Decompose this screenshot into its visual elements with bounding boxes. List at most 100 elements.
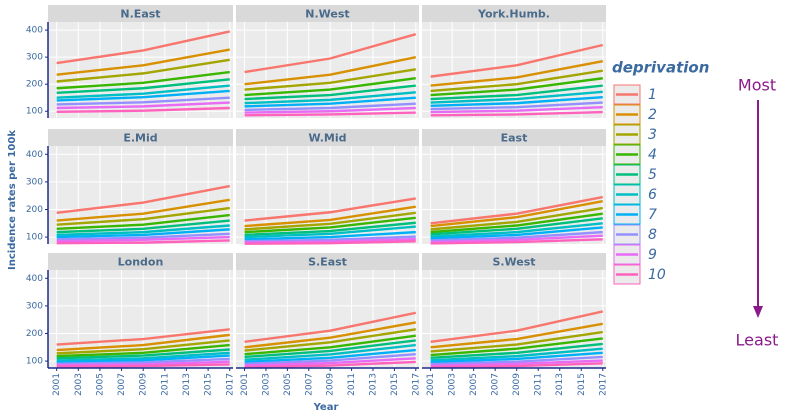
strip (422, 5, 606, 22)
line (244, 360, 416, 369)
panel-title: S.East (308, 256, 347, 269)
x-tick-label: 2013 (555, 373, 565, 396)
line (56, 219, 230, 234)
panel-title: London (118, 256, 164, 269)
line (430, 322, 603, 349)
x-tick-label: 2011 (534, 373, 544, 396)
line (56, 206, 230, 226)
line (430, 206, 603, 231)
legend-label: 4 (648, 147, 657, 163)
y-tick-label: 400 (26, 274, 43, 284)
line (244, 96, 416, 108)
x-tick-label: 2009 (326, 373, 336, 396)
line (244, 328, 416, 352)
x-tick-label: 2007 (304, 373, 314, 396)
line (244, 211, 416, 231)
line (430, 330, 603, 353)
line (430, 84, 603, 101)
line (244, 357, 416, 367)
arrow-head (753, 306, 763, 318)
x-tick-label: 2005 (469, 373, 479, 396)
x-tick-label: 2003 (261, 373, 271, 396)
x-tick-label: 2005 (95, 373, 105, 396)
line (244, 106, 416, 114)
panel-title: W.Mid (308, 132, 346, 145)
x-tick-label: 2005 (283, 373, 293, 396)
x-tick-label: 2017 (225, 373, 235, 396)
line (244, 33, 417, 74)
annotation: Least (736, 331, 779, 350)
strip (236, 5, 419, 22)
line (430, 200, 603, 228)
line (56, 89, 230, 102)
line (244, 235, 416, 243)
x-tick-label: 2015 (390, 373, 400, 396)
line (56, 78, 230, 95)
line (430, 238, 603, 245)
strip (48, 129, 233, 146)
line (56, 232, 230, 241)
x-tick-label: 2011 (347, 373, 357, 396)
line (244, 334, 416, 356)
line (56, 101, 230, 110)
strip (422, 253, 606, 270)
line (430, 110, 603, 117)
x-tick-label: 2013 (368, 373, 378, 396)
x-tick-label: 2007 (491, 373, 501, 396)
line (244, 353, 416, 366)
line (430, 105, 603, 114)
x-tick-label: 2015 (204, 373, 214, 396)
line (430, 347, 603, 362)
x-tick-label: 2009 (512, 373, 522, 396)
line (56, 360, 230, 367)
line (430, 351, 603, 364)
line (430, 310, 604, 343)
x-tick-label: 2017 (598, 373, 608, 396)
legend-label: 7 (648, 207, 657, 223)
y-tick-label: 400 (26, 26, 43, 36)
line (430, 77, 603, 97)
y-tick-label: 300 (26, 53, 43, 63)
line (56, 84, 230, 99)
line (430, 362, 603, 369)
panel-title: East (501, 132, 528, 145)
x-axis-label: Year (313, 402, 339, 413)
x-tick-label: 2003 (74, 373, 84, 396)
legend-label: 2 (648, 107, 657, 123)
y-tick-label: 200 (26, 80, 43, 90)
line (430, 101, 603, 111)
line (56, 328, 230, 346)
panel-title: S.West (492, 256, 535, 269)
strip (236, 129, 419, 146)
y-tick-label: 100 (26, 357, 43, 367)
x-tick-label: 2017 (411, 373, 421, 396)
line (56, 48, 230, 76)
line (244, 216, 416, 234)
panel-title: N.East (120, 8, 160, 21)
line (430, 359, 603, 367)
line (244, 225, 416, 239)
annotation: Most (738, 76, 776, 95)
y-tick-label: 300 (26, 177, 43, 187)
legend-label: 8 (648, 227, 657, 243)
line (56, 198, 230, 222)
legend-label: 9 (648, 247, 657, 263)
strip (422, 129, 606, 146)
x-tick-label: 2001 (52, 373, 62, 396)
line (430, 217, 603, 236)
line (244, 237, 416, 244)
line (244, 339, 416, 359)
line (430, 355, 603, 366)
x-tick-label: 2013 (182, 373, 192, 396)
y-tick-label: 100 (26, 233, 43, 243)
line (244, 55, 417, 86)
line (56, 339, 230, 355)
line (244, 230, 416, 241)
line (56, 224, 230, 237)
x-tick-label: 2009 (139, 373, 149, 396)
line (430, 95, 603, 108)
line (56, 70, 230, 90)
x-tick-label: 2015 (577, 373, 587, 396)
panel-title: N.West (305, 8, 349, 21)
